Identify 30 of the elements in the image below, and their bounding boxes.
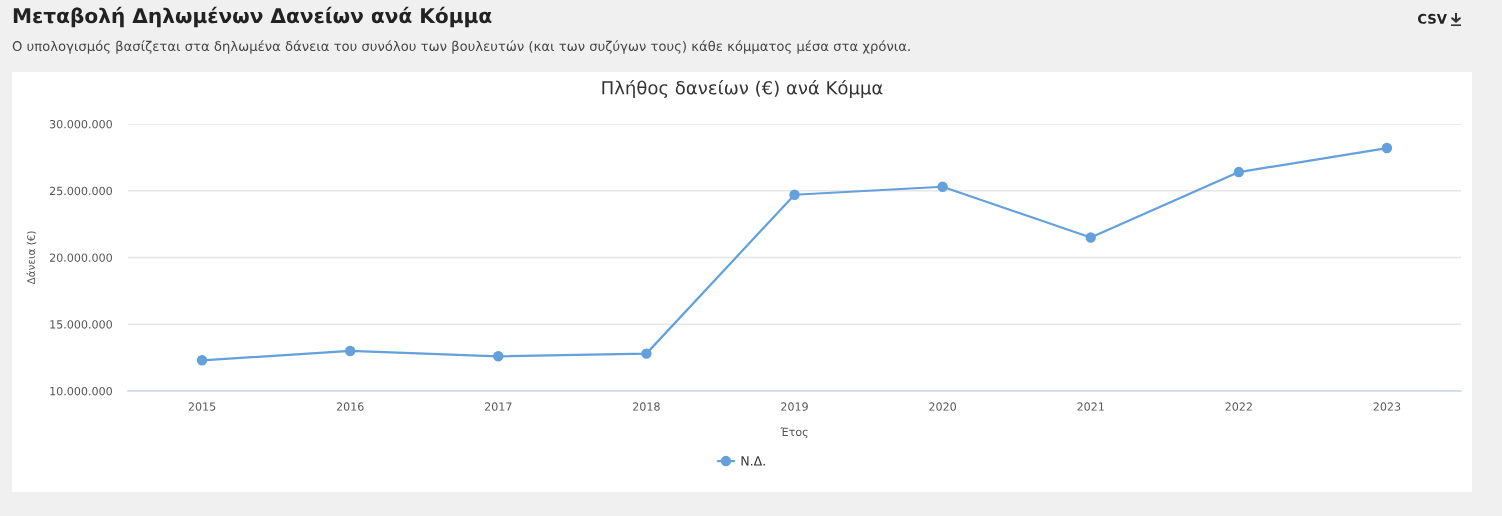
point [789, 189, 800, 200]
y-tick-label: 10.000.000 [50, 386, 112, 396]
point [937, 181, 948, 192]
chart-subtitle: Ο υπολογισμός βασίζεται στα δηλωμένα δάνεια του συνόλου των βουλευτών (και των συζύγων τους) κάθε κόμματος μέσα στα χρόνια. [12, 40, 910, 54]
x-tick-label: 2023 [1373, 402, 1401, 411]
x-axis-title: Έτος [780, 427, 808, 439]
x-tick-label: 2016 [336, 402, 364, 411]
point [493, 351, 504, 362]
point [1233, 166, 1245, 178]
y-tick-label: 25.000.000 [49, 186, 112, 196]
x-tick-label: 2015 [188, 402, 216, 411]
y-tick-label: 15.000.000 [50, 320, 112, 329]
point [641, 348, 652, 359]
y-tick-label: 20.000.000 [49, 253, 112, 262]
point [1381, 142, 1393, 154]
text: CSV [1418, 13, 1447, 24]
point [196, 355, 208, 366]
chart-title: Μεταβολή Δηλωμένων Δανείων ανά Κόμμα [13, 6, 492, 28]
x-tick-label: 2017 [484, 402, 512, 411]
x-tick-label: 2018 [633, 402, 660, 411]
point [344, 345, 356, 357]
y-tick-label: 30.000.000 [49, 119, 112, 129]
x-tick-label: 2020 [929, 402, 957, 411]
x-tick-label: 2019 [781, 402, 808, 411]
x-tick-label: 2022 [1225, 402, 1252, 411]
point [1085, 232, 1096, 243]
y-axis-title: Δάνεια (€) [26, 231, 37, 285]
legend-label: Ν.Δ. [741, 456, 765, 466]
x-tick-label: 2021 [1077, 402, 1104, 411]
text: Πλήθος δανείων (€) ανά Κόμμα [602, 79, 883, 99]
